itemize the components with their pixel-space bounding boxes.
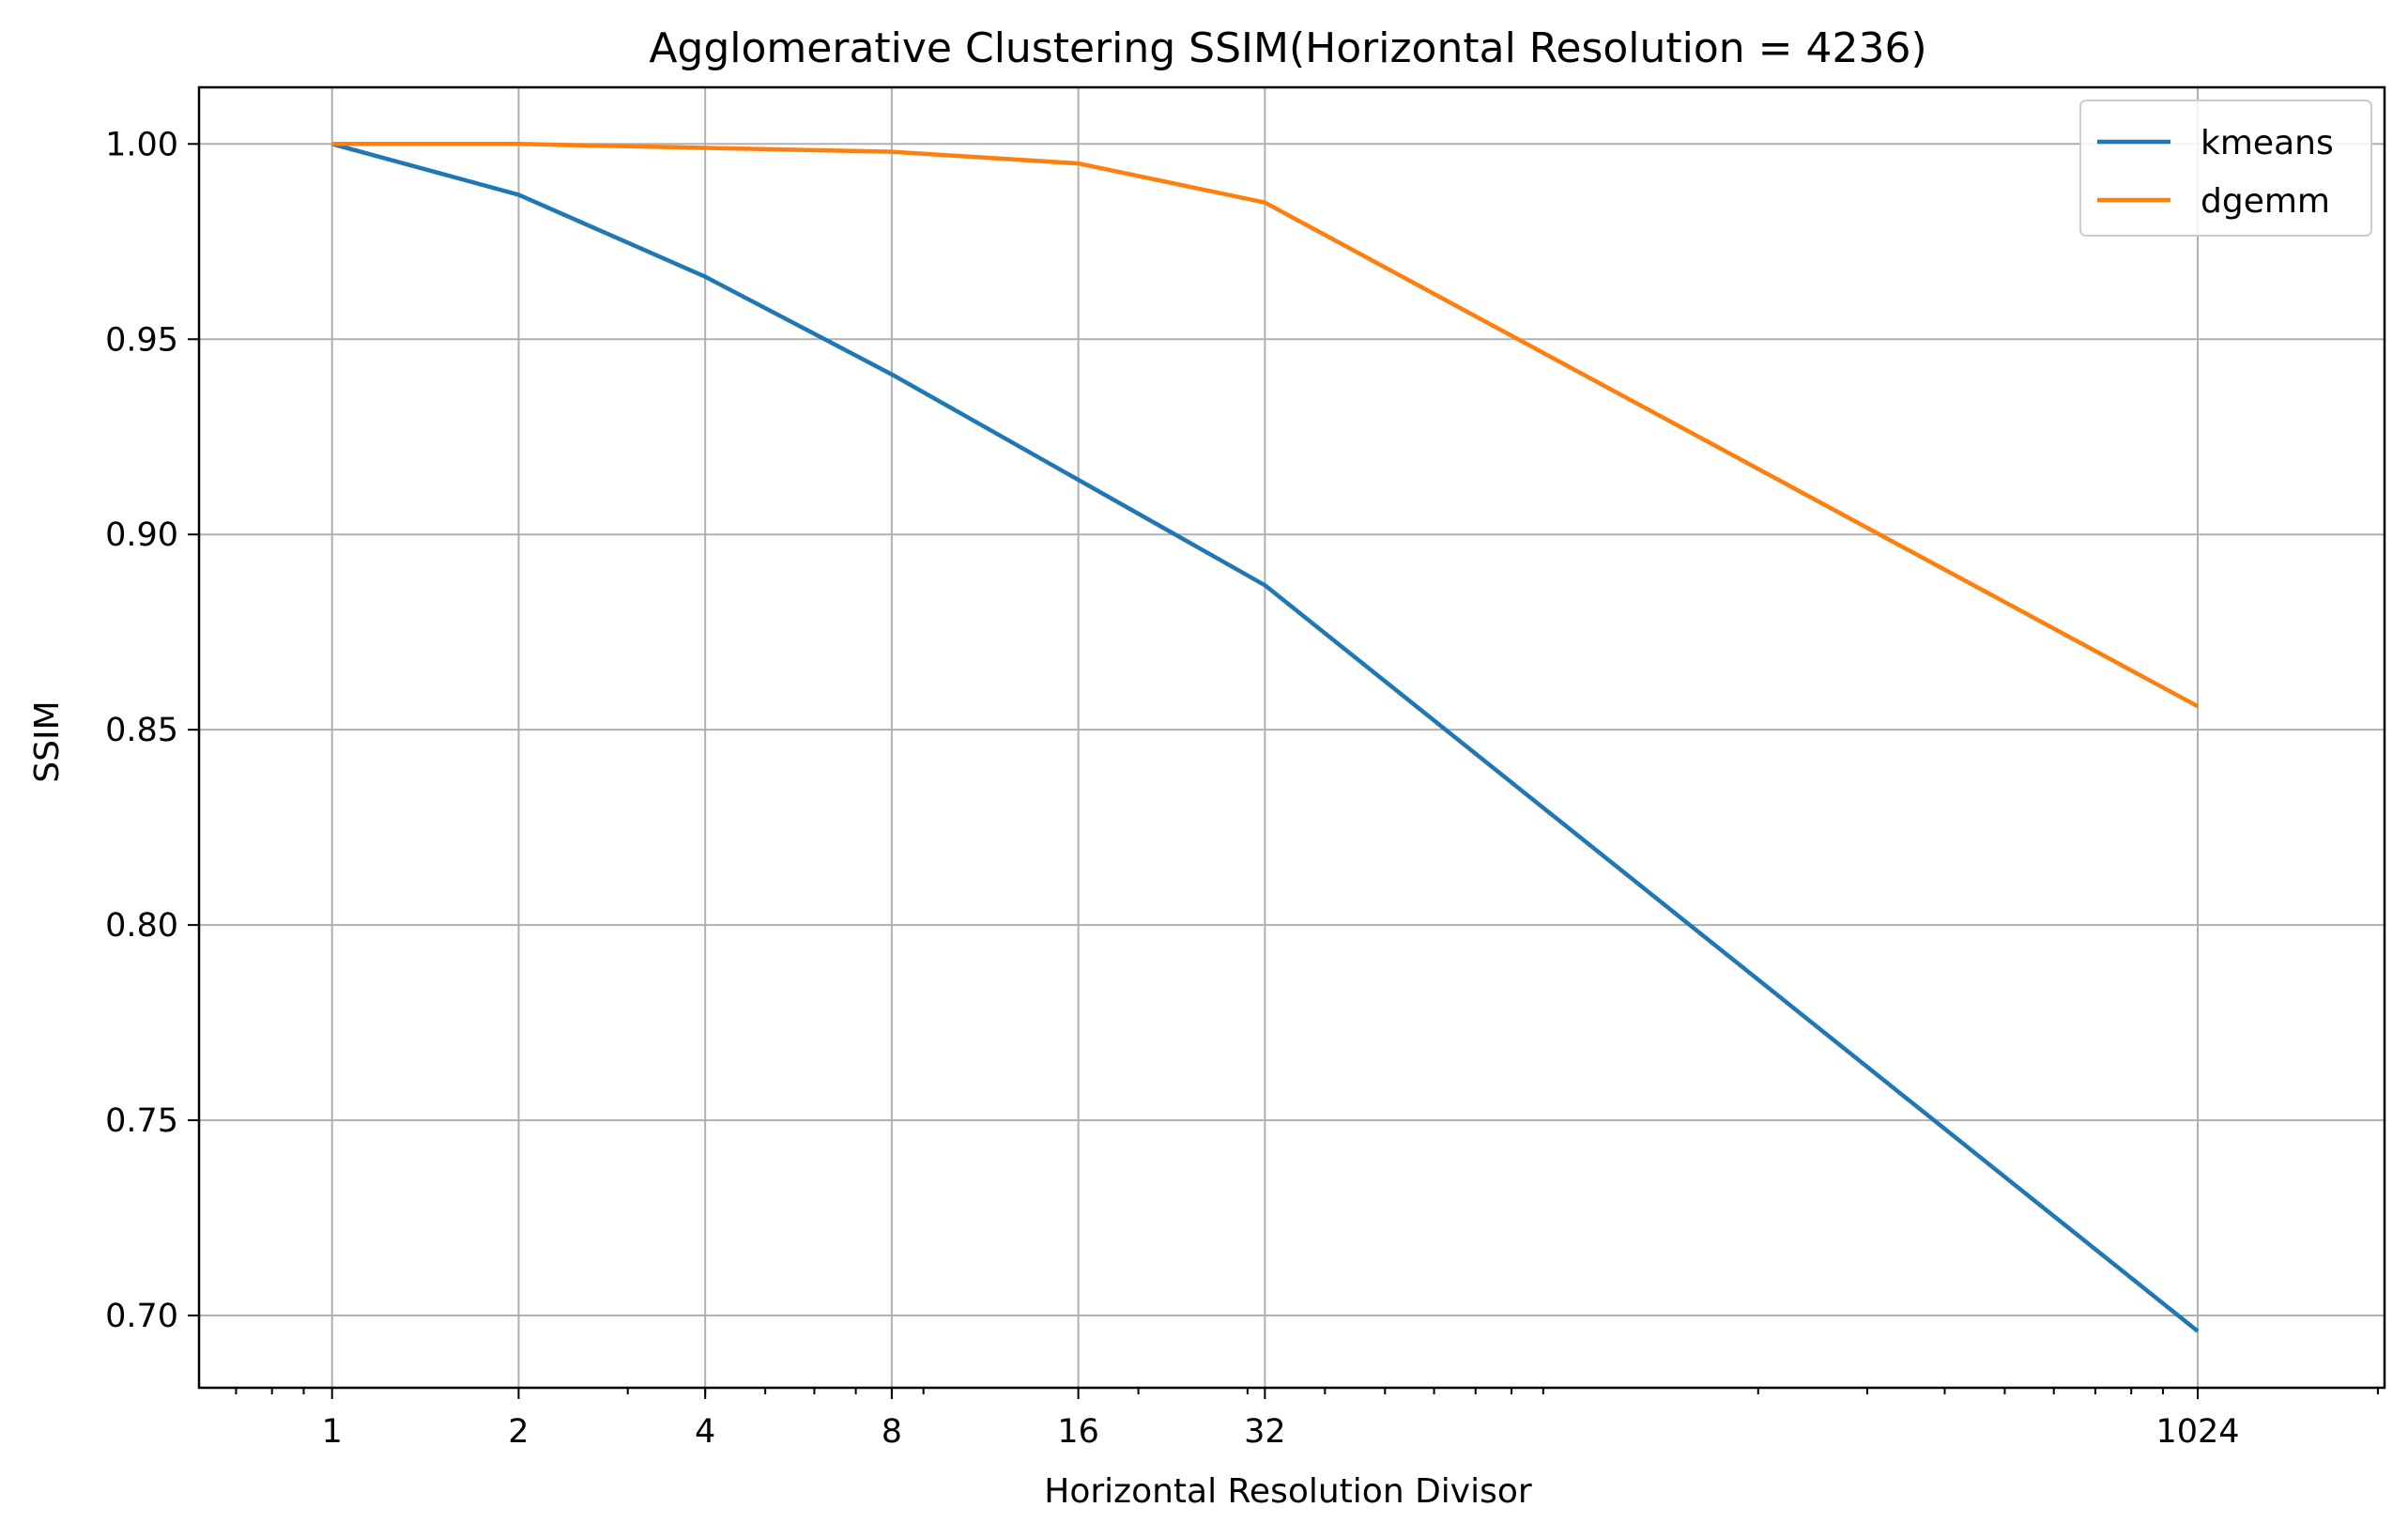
x-tick-label: 32 xyxy=(1244,1413,1286,1451)
x-tick-label: 8 xyxy=(882,1413,902,1451)
x-tick-label: 1024 xyxy=(2155,1413,2239,1451)
y-tick-label: 0.95 xyxy=(105,321,178,359)
y-tick-label: 0.75 xyxy=(105,1102,178,1140)
y-tick-label: 1.00 xyxy=(105,126,178,163)
axis-ticks xyxy=(188,143,2379,1399)
y-tick-label: 0.90 xyxy=(105,516,178,554)
legend: kmeans dgemm xyxy=(2079,100,2372,237)
x-axis-label: Horizontal Resolution Divisor xyxy=(1044,1472,1532,1511)
x-tick-label: 2 xyxy=(508,1413,529,1451)
x-tick-label: 1 xyxy=(322,1413,343,1451)
series-line-dgemm xyxy=(331,142,2200,709)
plot-frame xyxy=(197,85,2386,1390)
series-lines xyxy=(331,142,2200,1333)
x-tick-label: 4 xyxy=(695,1413,715,1451)
legend-label-dgemm: dgemm xyxy=(2201,182,2330,221)
y-tick-label: 0.85 xyxy=(105,712,178,749)
x-tick-label: 16 xyxy=(1057,1413,1099,1451)
legend-label-kmeans: kmeans xyxy=(2201,124,2334,162)
grid-lines xyxy=(199,87,2385,1388)
y-tick-label: 0.80 xyxy=(105,907,178,945)
tick-labels: 0.70 0.75 0.80 0.85 0.90 0.95 1.00 1 2 4 8 16 32 1024 xyxy=(105,126,2239,1451)
y-tick-label: 0.70 xyxy=(105,1298,178,1335)
series-line-kmeans xyxy=(331,142,2200,1333)
y-axis-label: SSIM xyxy=(28,700,67,782)
chart-title: Agglomerative Clustering SSIM(Horizontal… xyxy=(649,24,1926,72)
